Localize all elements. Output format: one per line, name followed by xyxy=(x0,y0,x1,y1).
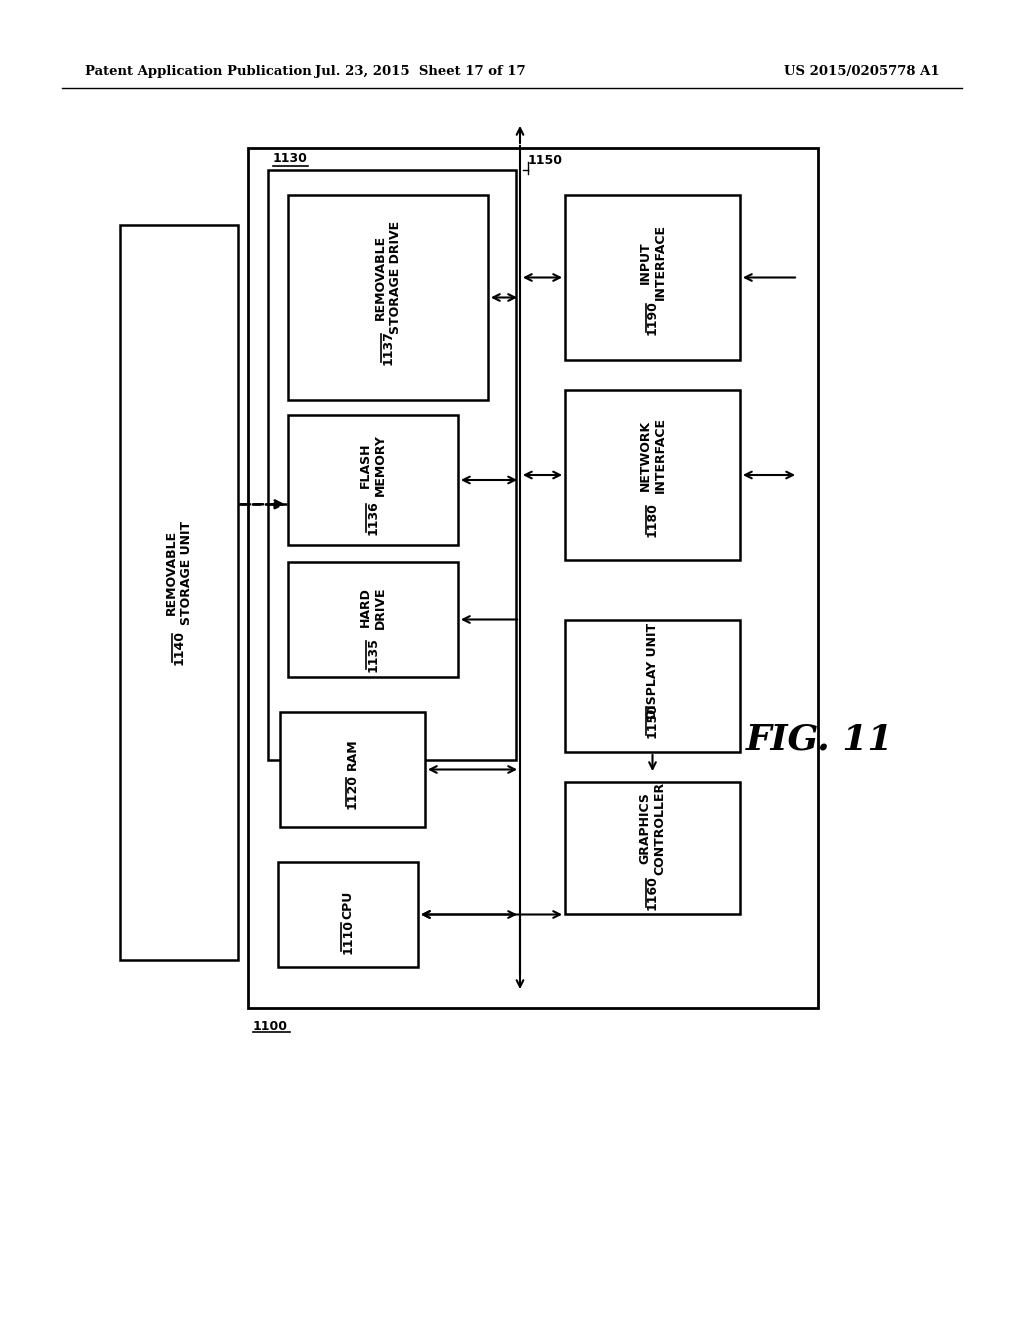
Bar xyxy=(565,781,740,913)
Text: 1137: 1137 xyxy=(382,330,394,364)
Bar xyxy=(280,711,425,828)
Bar xyxy=(248,148,818,1008)
Text: 1100: 1100 xyxy=(253,1019,288,1032)
Bar xyxy=(565,195,740,360)
Text: 1180: 1180 xyxy=(646,503,659,537)
Text: 1135: 1135 xyxy=(367,638,380,672)
Text: RAM: RAM xyxy=(346,739,359,771)
Bar xyxy=(268,170,516,760)
Text: CPU: CPU xyxy=(341,891,354,919)
Bar xyxy=(565,389,740,560)
Text: 1136: 1136 xyxy=(367,500,380,536)
Text: Jul. 23, 2015  Sheet 17 of 17: Jul. 23, 2015 Sheet 17 of 17 xyxy=(314,66,525,78)
Text: 1190: 1190 xyxy=(646,300,659,335)
Text: US 2015/0205778 A1: US 2015/0205778 A1 xyxy=(784,66,940,78)
Bar xyxy=(565,620,740,752)
Bar xyxy=(278,862,418,968)
Text: 1160: 1160 xyxy=(646,875,659,911)
Bar xyxy=(120,224,238,960)
Text: 1130: 1130 xyxy=(273,152,308,165)
Text: FIG. 11: FIG. 11 xyxy=(746,723,894,756)
Text: FLASH
MEMORY: FLASH MEMORY xyxy=(359,434,387,496)
Text: DISPLAY UNIT: DISPLAY UNIT xyxy=(646,623,659,719)
Text: 1120: 1120 xyxy=(346,774,359,809)
Bar xyxy=(288,414,458,545)
Text: 1150: 1150 xyxy=(528,153,563,166)
Text: REMOVABLE
STORAGE UNIT: REMOVABLE STORAGE UNIT xyxy=(165,520,193,624)
Text: REMOVABLE
STORAGE DRIVE: REMOVABLE STORAGE DRIVE xyxy=(374,220,402,334)
Text: 1140: 1140 xyxy=(172,630,185,665)
Text: Patent Application Publication: Patent Application Publication xyxy=(85,66,311,78)
Text: 1110: 1110 xyxy=(341,919,354,954)
Text: HARD
DRIVE: HARD DRIVE xyxy=(359,586,387,628)
Bar xyxy=(288,195,488,400)
Text: NETWORK
INTERFACE: NETWORK INTERFACE xyxy=(639,417,667,492)
Text: GRAPHICS
CONTROLLER: GRAPHICS CONTROLLER xyxy=(639,781,667,875)
Text: 1150: 1150 xyxy=(646,704,659,738)
Bar xyxy=(288,562,458,677)
Text: INPUT
INTERFACE: INPUT INTERFACE xyxy=(639,224,667,301)
